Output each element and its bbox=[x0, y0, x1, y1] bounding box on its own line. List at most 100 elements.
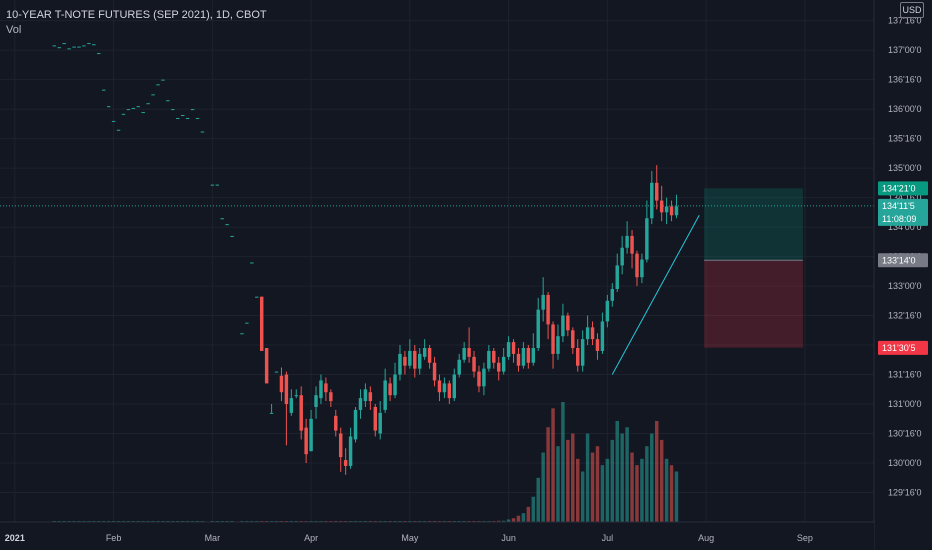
candle[interactable] bbox=[566, 315, 570, 331]
candle[interactable] bbox=[106, 106, 111, 108]
candle[interactable] bbox=[185, 117, 190, 119]
candle[interactable] bbox=[230, 235, 234, 237]
candle[interactable] bbox=[501, 356, 506, 372]
candle[interactable] bbox=[195, 117, 200, 119]
candle[interactable] bbox=[427, 348, 432, 363]
candle[interactable] bbox=[171, 109, 175, 111]
currency-button[interactable]: USD bbox=[900, 2, 924, 18]
candle[interactable] bbox=[492, 350, 496, 363]
candle[interactable] bbox=[408, 350, 412, 366]
candle[interactable] bbox=[279, 375, 284, 393]
candle[interactable] bbox=[358, 398, 363, 410]
candle[interactable] bbox=[655, 182, 659, 201]
candle[interactable] bbox=[437, 380, 442, 393]
candle[interactable] bbox=[447, 383, 452, 399]
candle[interactable] bbox=[551, 324, 555, 354]
candle[interactable] bbox=[111, 120, 116, 122]
candle[interactable] bbox=[353, 409, 358, 440]
candle[interactable] bbox=[156, 84, 160, 86]
candle[interactable] bbox=[225, 224, 229, 226]
candle[interactable] bbox=[245, 322, 249, 324]
candle[interactable] bbox=[620, 247, 624, 266]
candle[interactable] bbox=[521, 348, 526, 366]
candle[interactable] bbox=[388, 383, 392, 396]
candle[interactable] bbox=[664, 206, 669, 213]
candle[interactable] bbox=[640, 259, 644, 278]
candle[interactable] bbox=[556, 336, 560, 354]
candle[interactable] bbox=[343, 460, 348, 466]
candle[interactable] bbox=[457, 359, 461, 375]
candle[interactable] bbox=[215, 184, 219, 186]
candle[interactable] bbox=[645, 218, 649, 260]
candle[interactable] bbox=[536, 309, 540, 348]
candle[interactable] bbox=[324, 383, 328, 393]
candle[interactable] bbox=[190, 109, 195, 111]
candle[interactable] bbox=[398, 353, 402, 375]
candle[interactable] bbox=[348, 436, 353, 466]
trend-line[interactable] bbox=[611, 215, 700, 375]
candle[interactable] bbox=[417, 353, 422, 369]
candle[interactable] bbox=[541, 294, 545, 310]
candle[interactable] bbox=[531, 348, 536, 363]
candle[interactable] bbox=[403, 356, 407, 366]
candle[interactable] bbox=[334, 415, 338, 431]
candle[interactable] bbox=[97, 53, 101, 55]
candle[interactable] bbox=[176, 117, 180, 119]
candle[interactable] bbox=[180, 115, 185, 117]
candle[interactable] bbox=[482, 368, 486, 387]
candle[interactable] bbox=[442, 383, 447, 393]
candle[interactable] bbox=[92, 44, 96, 46]
candle[interactable] bbox=[67, 48, 71, 50]
candle[interactable] bbox=[274, 371, 279, 373]
candle[interactable] bbox=[610, 289, 615, 301]
candle[interactable] bbox=[546, 294, 550, 325]
candle[interactable] bbox=[72, 46, 76, 48]
candle[interactable] bbox=[650, 182, 654, 219]
candle[interactable] bbox=[467, 348, 471, 357]
candle[interactable] bbox=[625, 235, 629, 248]
candle[interactable] bbox=[595, 339, 600, 351]
candle[interactable] bbox=[62, 43, 66, 45]
candle[interactable] bbox=[630, 235, 634, 254]
candle[interactable] bbox=[506, 342, 511, 357]
candle[interactable] bbox=[255, 296, 259, 298]
candle[interactable] bbox=[659, 200, 664, 213]
candle[interactable] bbox=[200, 131, 205, 133]
candle[interactable] bbox=[605, 300, 610, 322]
candle[interactable] bbox=[259, 296, 264, 351]
volume-label[interactable]: Vol bbox=[6, 24, 22, 36]
candle[interactable] bbox=[77, 46, 81, 48]
position-profit-zone[interactable] bbox=[704, 188, 803, 261]
candle[interactable] bbox=[116, 129, 121, 131]
candle[interactable] bbox=[240, 333, 244, 335]
candle[interactable] bbox=[314, 395, 318, 407]
candle[interactable] bbox=[269, 412, 274, 414]
candle[interactable] bbox=[309, 418, 313, 452]
candle[interactable] bbox=[477, 371, 481, 387]
candle[interactable] bbox=[299, 395, 303, 431]
candle[interactable] bbox=[462, 348, 466, 360]
candle[interactable] bbox=[378, 412, 382, 434]
candle[interactable] bbox=[338, 433, 343, 458]
candle[interactable] bbox=[413, 350, 417, 369]
candle[interactable] bbox=[146, 103, 150, 105]
candle[interactable] bbox=[329, 392, 333, 402]
candle[interactable] bbox=[590, 327, 595, 340]
candle[interactable] bbox=[284, 374, 289, 405]
candle[interactable] bbox=[576, 348, 580, 366]
time-axis[interactable] bbox=[0, 522, 874, 550]
candle[interactable] bbox=[57, 47, 61, 49]
candle[interactable] bbox=[571, 330, 575, 348]
candle[interactable] bbox=[600, 321, 605, 351]
candle[interactable] bbox=[136, 106, 140, 108]
candle[interactable] bbox=[52, 45, 57, 47]
candle[interactable] bbox=[210, 184, 215, 186]
candle[interactable] bbox=[141, 112, 145, 114]
candle[interactable] bbox=[87, 43, 91, 45]
candle[interactable] bbox=[635, 253, 639, 278]
candle[interactable] bbox=[121, 113, 126, 115]
candle[interactable] bbox=[294, 395, 298, 397]
candle[interactable] bbox=[166, 100, 170, 102]
candle[interactable] bbox=[432, 362, 437, 381]
